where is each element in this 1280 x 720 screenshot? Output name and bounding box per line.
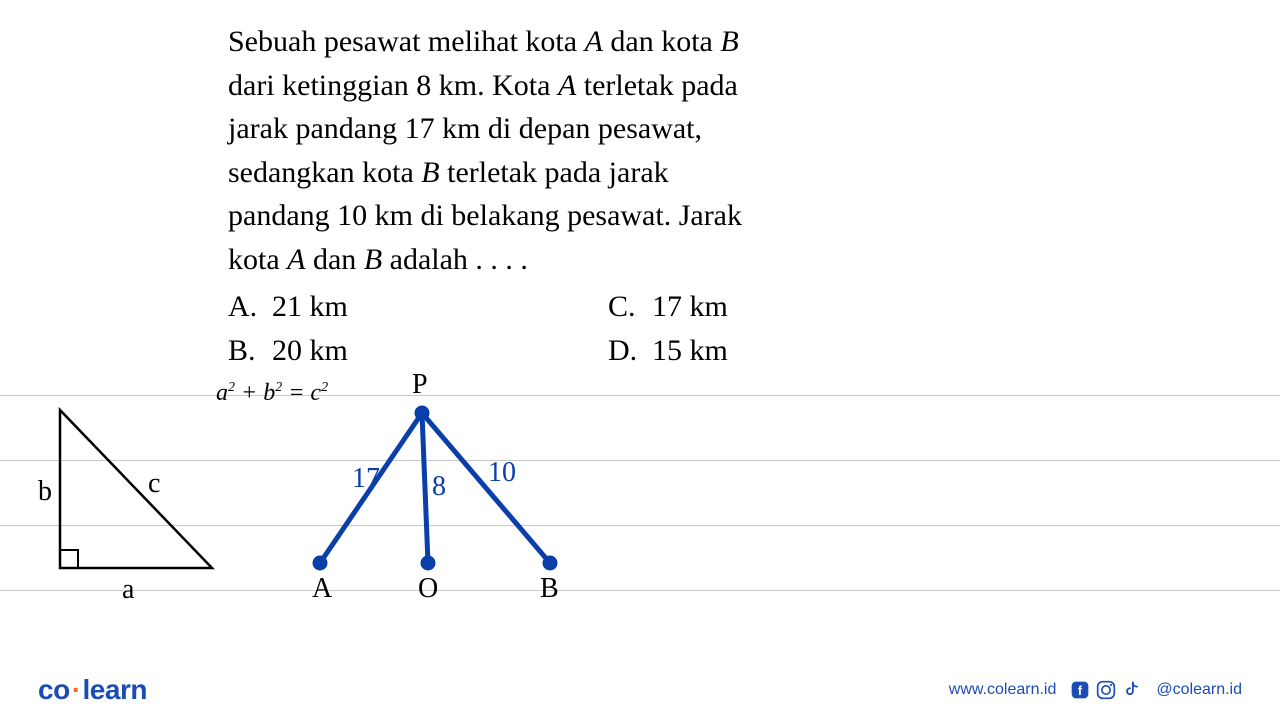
facebook-icon: f — [1070, 680, 1090, 700]
question-text: Sebuah pesawat melihat kota A dan kota B… — [228, 20, 1048, 281]
sketch-label-p: P — [412, 369, 428, 400]
q-B3: B — [364, 243, 382, 276]
sketch-label-o: O — [418, 573, 438, 604]
logo-learn: learn — [83, 674, 147, 705]
social-handle: @colearn.id — [1156, 681, 1242, 699]
q-l6-post: adalah . . . . — [382, 243, 528, 276]
q-B1: B — [720, 25, 738, 58]
social-icons: f — [1070, 680, 1142, 700]
q-l4-pre: sedangkan kota — [228, 156, 421, 189]
q-l1-mid: dan kota — [603, 25, 720, 58]
q-l2-post: terletak pada — [576, 69, 738, 102]
option-c-letter: C. — [608, 285, 652, 329]
ruled-line — [0, 395, 1280, 396]
sketch-label-17: 17 — [352, 463, 380, 494]
website-url: www.colearn.id — [949, 681, 1057, 699]
tiktok-icon — [1122, 680, 1142, 700]
footer: co·learn www.colearn.id f @colearn.id — [0, 660, 1280, 720]
option-a: A.21 km — [228, 285, 608, 329]
q-l3: jarak pandang 17 km di depan pesawat, — [228, 112, 702, 145]
footer-right: www.colearn.id f @colearn.id — [949, 680, 1242, 700]
ref-label-c: c — [148, 468, 160, 499]
q-l5: pandang 10 km di belakang pesawat. Jarak — [228, 199, 742, 232]
q-l6-pre: kota — [228, 243, 287, 276]
q-l6-mid: dan — [305, 243, 363, 276]
hand-drawn-sketch: P A O B 17 8 10 — [300, 365, 620, 610]
ref-label-a: a — [122, 574, 135, 600]
work-area: b a c a2 + b2 = c2 P A O B — [0, 360, 1280, 650]
q-B2: B — [421, 156, 439, 189]
sketch-label-8: 8 — [432, 471, 446, 502]
q-l4-post: terletak pada jarak — [440, 156, 669, 189]
logo-dot-icon: · — [70, 674, 83, 705]
q-l1-pre: Sebuah pesawat melihat kota — [228, 25, 585, 58]
formula-a: a — [216, 380, 228, 406]
options-left-col: A.21 km B.20 km — [228, 285, 608, 372]
q-A3: A — [287, 243, 305, 276]
ref-label-b: b — [38, 476, 52, 507]
q-l2-pre: dari ketinggian 8 km. Kota — [228, 69, 558, 102]
options-block: A.21 km B.20 km C.17 km D.15 km — [228, 285, 1048, 372]
brand-logo: co·learn — [38, 674, 147, 706]
sketch-label-b: B — [540, 573, 559, 604]
logo-co: co — [38, 674, 70, 705]
sketch-label-10: 10 — [488, 457, 516, 488]
q-A2: A — [558, 69, 576, 102]
instagram-icon — [1096, 680, 1116, 700]
option-a-letter: A. — [228, 285, 272, 329]
option-c-text: 17 km — [652, 290, 728, 323]
option-c: C.17 km — [608, 285, 908, 329]
formula-b: b — [263, 380, 275, 406]
options-right-col: C.17 km D.15 km — [608, 285, 908, 372]
option-a-text: 21 km — [272, 290, 348, 323]
formula-plus: + — [235, 380, 263, 406]
question-block: Sebuah pesawat melihat kota A dan kota B… — [228, 20, 1048, 372]
q-A1: A — [585, 25, 603, 58]
sketch-label-a: A — [312, 573, 333, 604]
reference-triangle: b a c — [32, 400, 222, 605]
